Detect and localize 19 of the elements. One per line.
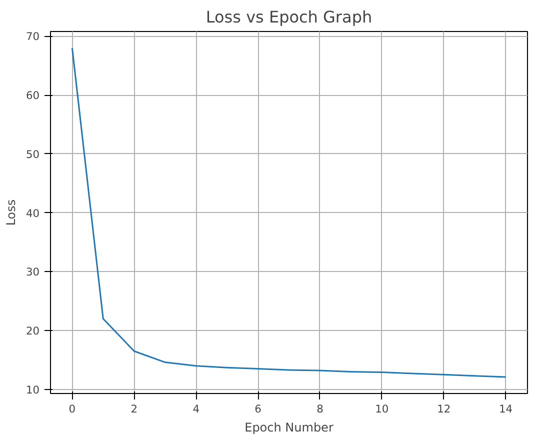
x-tick-label: 2 [130,402,138,416]
x-tick-label: 14 [499,402,513,416]
y-tick-label: 10 [26,383,40,396]
x-tick-label: 0 [68,402,76,416]
x-tick-label: 8 [316,402,324,416]
x-tick-label: 4 [192,402,200,416]
y-tick-label: 40 [26,206,40,220]
x-tick-label: 6 [254,402,262,416]
y-tick-label: 30 [26,266,40,279]
x-tick-label: 12 [437,402,451,416]
x-axis-title: Epoch Number [244,420,334,434]
y-tick-label: 70 [26,30,40,44]
y-tick-label: 20 [26,324,40,338]
x-tick-label: 10 [375,402,389,416]
chart-title: Loss vs Epoch Graph [206,8,372,26]
y-tick-label: 50 [26,148,40,161]
y-tick-label: 60 [26,89,40,102]
line-series [71,47,507,378]
y-axis-title: Loss [4,199,18,226]
